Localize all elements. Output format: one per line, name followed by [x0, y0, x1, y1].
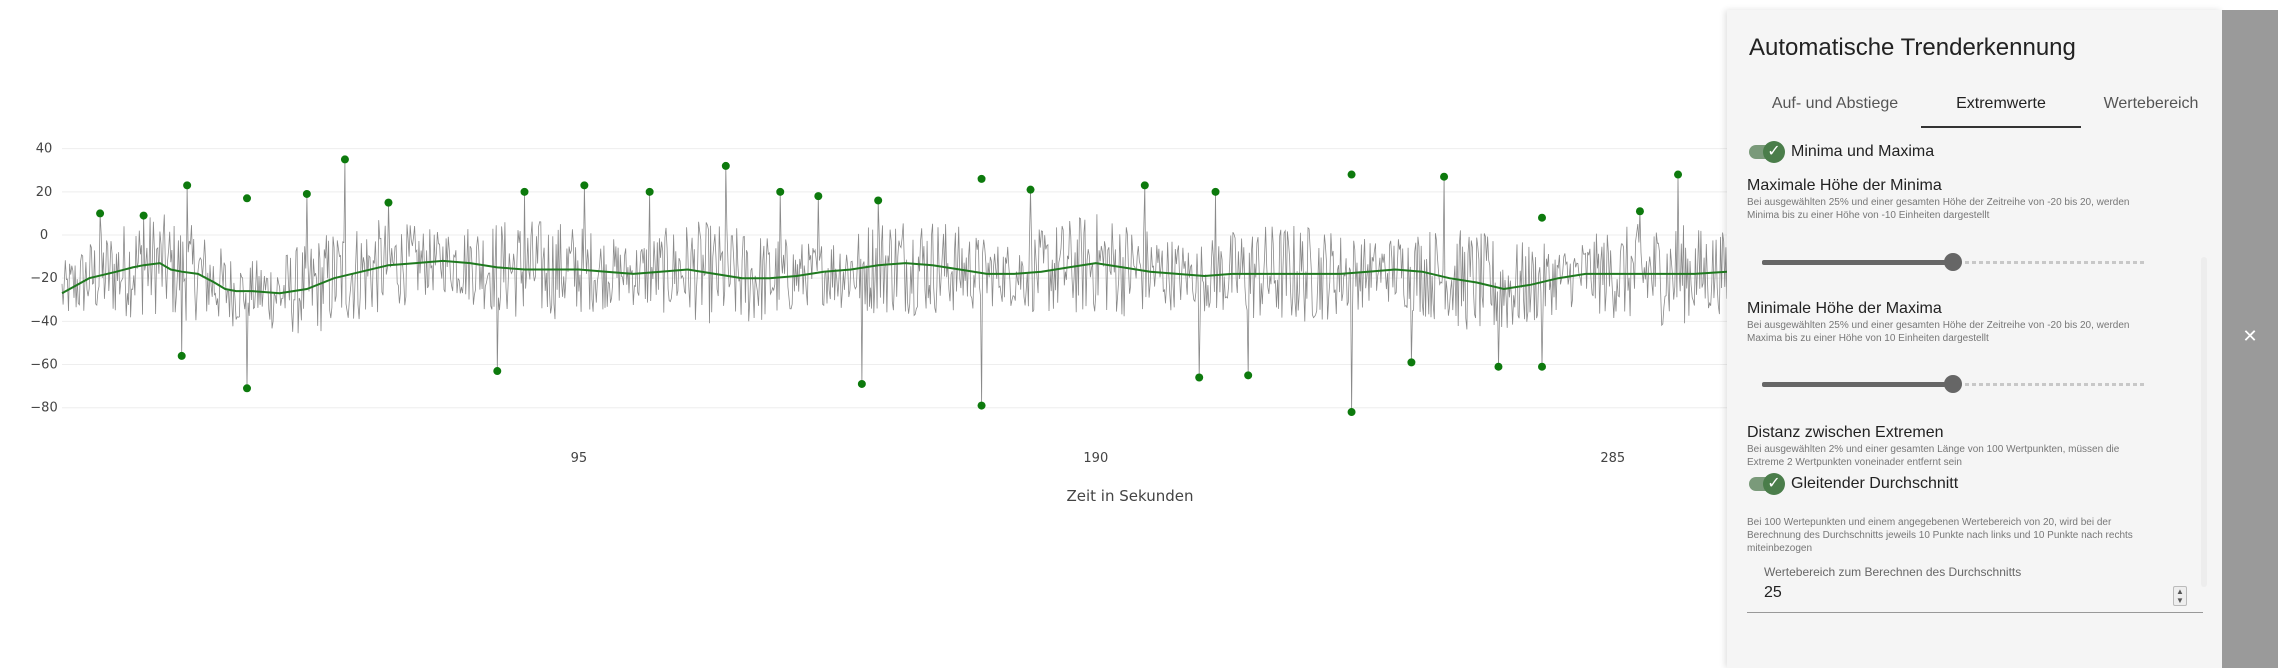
maximum-point — [721, 161, 730, 170]
tab-value-range[interactable]: Wertebereich — [2103, 95, 2199, 112]
panel-scrollbar[interactable] — [2201, 257, 2207, 587]
min-maxima-slider[interactable] — [1762, 375, 2144, 393]
maximum-point — [814, 192, 823, 201]
maximum-point — [520, 187, 529, 196]
distance-title: Distanz zwischen Extremen — [1747, 424, 1944, 441]
slider-thumb[interactable] — [1944, 375, 1962, 393]
check-icon: ✓ — [1763, 141, 1785, 163]
maximum-point — [776, 187, 785, 196]
maximum-point — [580, 181, 589, 190]
max-minima-title: Maximale Höhe der Minima — [1747, 177, 1942, 194]
panel-title: Automatische Trenderkennung — [1749, 34, 2076, 61]
x-axis-title: Zeit in Sekunden — [1066, 487, 1193, 505]
stepper-icon[interactable]: ▲ ▼ — [2173, 586, 2187, 606]
maximum-point — [1674, 170, 1683, 179]
maximum-point — [1026, 185, 1035, 194]
moving-average-toggle-label: Gleitender Durchschnitt — [1791, 475, 1959, 492]
maximum-point — [96, 209, 105, 218]
extrema-switch[interactable]: ✓ — [1749, 141, 1785, 163]
y-tick-label: −40 — [30, 314, 57, 329]
minimum-point — [1244, 371, 1253, 380]
maximum-point — [139, 211, 148, 220]
settings-content: ✓ Minima und Maxima Maximale Höhe der Mi… — [1727, 132, 2207, 632]
extrema-toggle-label: Minima und Maxima — [1791, 143, 1935, 160]
maximum-point — [1347, 170, 1356, 179]
maximum-point — [874, 196, 883, 205]
maximum-point — [1440, 172, 1449, 181]
slider-fill — [1762, 382, 1953, 387]
moving-average-toggle[interactable]: ✓ Gleitender Durchschnitt — [1749, 472, 1958, 496]
raw-series-line — [61, 159, 1727, 413]
minimum-point — [177, 351, 186, 360]
y-tick-label: 20 — [36, 185, 53, 200]
slider-fill — [1762, 260, 1953, 265]
tab-ups-and-downs[interactable]: Auf- und Abstiege — [1771, 95, 1899, 112]
minimum-point — [493, 367, 502, 376]
maximum-point — [1211, 187, 1220, 196]
y-tick-label: 0 — [40, 228, 48, 243]
minimum-point — [1494, 362, 1503, 371]
slider-thumb[interactable] — [1944, 253, 1962, 271]
distance-description: Bei ausgewählten 2% und einer gesamten L… — [1747, 444, 2120, 468]
window-size-field: Wertebereich zum Berechnen des Durchschn… — [1747, 562, 2203, 613]
tab-bar: Auf- und Abstiege Extremwerte Werteberei… — [1749, 88, 2209, 128]
maximum-point — [183, 181, 192, 190]
panel-side-rail: ✕ — [2222, 10, 2278, 668]
x-tick-label: 285 — [1600, 451, 1625, 466]
min-maxima-description: Bei ausgewählten 25% und einer gesamten … — [1747, 320, 2130, 344]
y-tick-label: 40 — [36, 142, 53, 157]
minimum-point — [1347, 408, 1356, 417]
window-size-label: Wertebereich zum Berechnen des Durchschn… — [1764, 565, 2022, 579]
max-minima-description: Bei ausgewählten 25% und einer gesamten … — [1747, 197, 2130, 221]
minimum-point — [243, 384, 251, 393]
chart-area: 40 20 0 −20 −40 −60 −80 95 190 285 Zeit in Sekunde… — [30, 142, 1727, 505]
minimum-point — [1407, 358, 1416, 367]
minimum-point — [1195, 373, 1204, 382]
y-tick-label: −80 — [30, 401, 57, 416]
maximum-point — [1635, 207, 1644, 216]
time-series-chart: 40 20 0 −20 −40 −60 −80 95 190 285 Zeit in Sekunde… — [30, 142, 1727, 505]
check-icon: ✓ — [1763, 473, 1785, 495]
minimum-point — [857, 379, 866, 388]
trend-detection-panel: Automatische Trenderkennung Auf- und Abs… — [1727, 10, 2222, 668]
maximum-point — [977, 174, 986, 183]
min-maxima-title: Minimale Höhe der Maxima — [1747, 300, 1942, 317]
maximum-point — [302, 189, 311, 198]
maximum-point — [384, 198, 393, 207]
x-tick-label: 190 — [1083, 451, 1108, 466]
moving-average-switch[interactable]: ✓ — [1749, 473, 1785, 495]
minimum-point — [1538, 362, 1546, 371]
extrema-toggle[interactable]: ✓ Minima und Maxima — [1749, 140, 1934, 164]
x-tick-label: 95 — [571, 451, 588, 466]
window-size-input[interactable] — [1764, 582, 2144, 604]
maximum-point — [340, 155, 349, 164]
maximum-point — [645, 187, 654, 196]
maximum-point — [243, 194, 251, 203]
maximum-point — [1140, 181, 1149, 190]
y-tick-label: −60 — [30, 358, 57, 373]
y-tick-label: −20 — [30, 271, 57, 286]
max-minima-slider[interactable] — [1762, 253, 2144, 271]
moving-average-description: Bei 100 Wertepunkten und einem angegeben… — [1747, 517, 2133, 554]
close-icon[interactable]: ✕ — [2242, 326, 2258, 346]
moving-average-line — [61, 259, 1727, 295]
minimum-point — [977, 401, 986, 410]
tab-extrema[interactable]: Extremwerte — [1921, 88, 2081, 128]
maximum-point — [1538, 213, 1546, 222]
